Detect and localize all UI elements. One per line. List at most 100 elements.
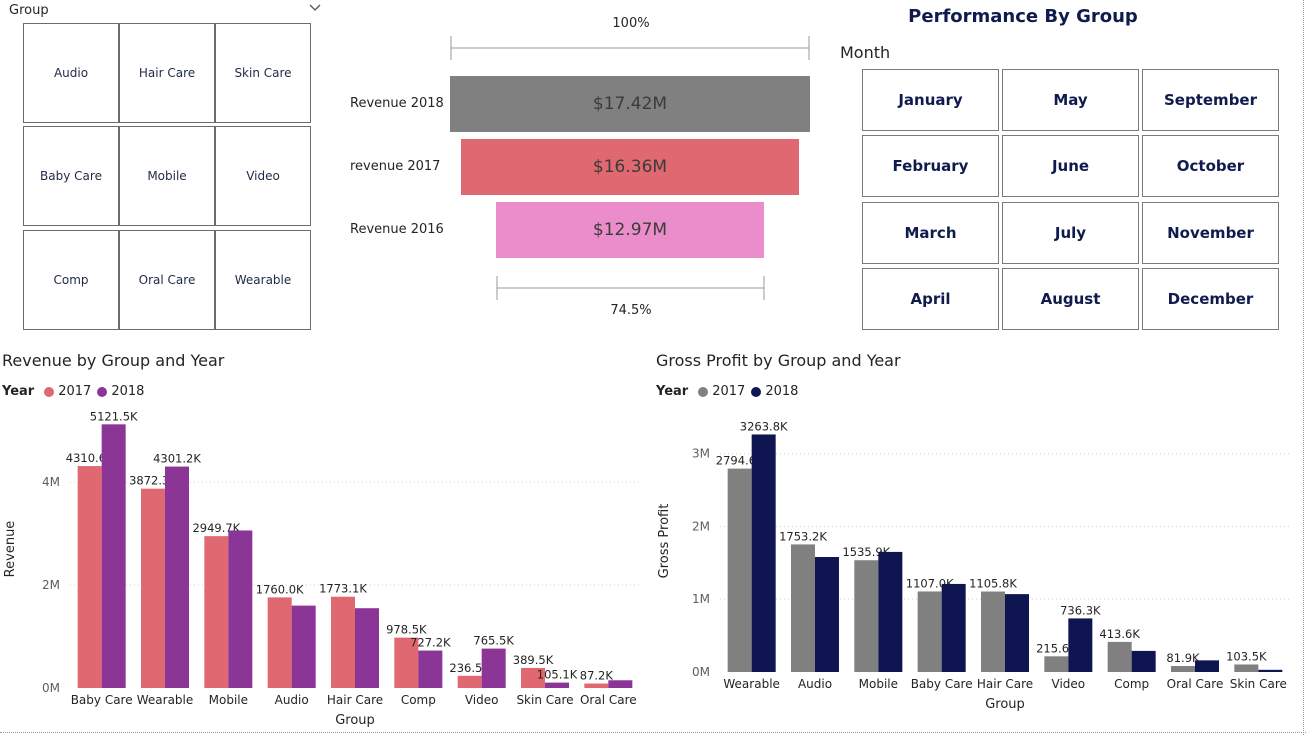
month-tile-february[interactable]: February bbox=[862, 135, 999, 197]
bar-2018-audio[interactable] bbox=[815, 557, 839, 672]
bar-2018-wearable[interactable] bbox=[751, 434, 776, 672]
performance-title: Performance By Group bbox=[908, 6, 1138, 27]
legend-title: Year bbox=[2, 384, 35, 399]
gross-profit-legend: Year 2017 2018 bbox=[656, 384, 798, 399]
x-tick-label: Mobile bbox=[209, 693, 248, 707]
bar-2017-oral-care[interactable] bbox=[1171, 666, 1195, 672]
bar-2018-audio[interactable] bbox=[291, 605, 316, 688]
data-label: 1773.1K bbox=[319, 582, 367, 596]
data-label: 1760.0K bbox=[256, 582, 304, 596]
x-tick-label: Mobile bbox=[859, 677, 898, 691]
data-label: 1105.8K bbox=[969, 577, 1017, 591]
group-tile-video[interactable]: Video bbox=[215, 126, 311, 226]
legend-swatch-2018 bbox=[751, 386, 762, 397]
bar-2017-oral-care[interactable] bbox=[584, 683, 609, 688]
x-tick-label: Wearable bbox=[137, 693, 194, 707]
x-tick-label: Audio bbox=[275, 693, 309, 707]
month-tile-december[interactable]: December bbox=[1142, 268, 1279, 330]
bar-2018-mobile[interactable] bbox=[878, 551, 903, 672]
bar-2017-baby-care[interactable] bbox=[77, 466, 102, 688]
x-tick-label: Skin Care bbox=[1230, 677, 1287, 691]
group-tile-hair-care[interactable]: Hair Care bbox=[119, 23, 215, 123]
bar-2018-oral-care[interactable] bbox=[608, 680, 633, 688]
month-tile-july[interactable]: July bbox=[1002, 202, 1139, 264]
x-tick-label: Baby Care bbox=[71, 693, 133, 707]
bar-2017-wearable[interactable] bbox=[141, 488, 165, 688]
data-label: 736.3K bbox=[1060, 603, 1101, 617]
data-label: 727.2K bbox=[410, 636, 451, 650]
group-tile-audio[interactable]: Audio bbox=[23, 23, 119, 123]
chevron-down-icon[interactable] bbox=[308, 1, 322, 15]
bar-2017-comp[interactable] bbox=[394, 637, 419, 688]
bar-2017-audio[interactable] bbox=[267, 597, 292, 688]
bar-2017-baby-care[interactable] bbox=[917, 591, 942, 672]
x-tick-label: Hair Care bbox=[327, 693, 383, 707]
funnel-label-1: revenue 2017 bbox=[350, 159, 441, 174]
month-tile-may[interactable]: May bbox=[1002, 69, 1139, 131]
bar-2018-wearable[interactable] bbox=[165, 466, 189, 688]
bar-2018-mobile[interactable] bbox=[228, 530, 253, 688]
bar-2018-video[interactable] bbox=[481, 648, 506, 688]
funnel-bottom-bracket bbox=[496, 274, 766, 302]
bar-2017-video[interactable] bbox=[1044, 656, 1069, 672]
bar-2017-hair-care[interactable] bbox=[981, 591, 1005, 672]
bar-2017-wearable[interactable] bbox=[727, 468, 752, 672]
group-tile-skin-care[interactable]: Skin Care bbox=[215, 23, 311, 123]
data-label: 1753.2K bbox=[779, 529, 827, 543]
bar-2018-skin-care[interactable] bbox=[545, 682, 569, 688]
funnel-bar-2[interactable]: $12.97M bbox=[495, 202, 764, 258]
y-tick-label: 3M bbox=[692, 447, 710, 461]
group-tile-comp[interactable]: Comp bbox=[23, 230, 119, 330]
bar-2018-oral-care[interactable] bbox=[1195, 660, 1219, 672]
bar-2017-hair-care[interactable] bbox=[331, 596, 355, 688]
y-axis-title: Revenue bbox=[3, 521, 18, 578]
group-tile-wearable[interactable]: Wearable bbox=[215, 230, 311, 330]
bar-2018-hair-care[interactable] bbox=[355, 608, 379, 688]
month-tile-october[interactable]: October bbox=[1142, 135, 1279, 197]
month-tile-november[interactable]: November bbox=[1142, 202, 1279, 264]
y-tick-label: 0M bbox=[42, 681, 60, 695]
bar-2018-comp[interactable] bbox=[418, 650, 443, 688]
page-border-bottom bbox=[0, 732, 1306, 733]
bar-2017-skin-care[interactable] bbox=[1234, 664, 1259, 672]
funnel-label-0: Revenue 2018 bbox=[350, 96, 444, 111]
month-tile-january[interactable]: January bbox=[862, 69, 999, 131]
legend-label-2018: 2018 bbox=[765, 384, 799, 399]
month-tile-september[interactable]: September bbox=[1142, 69, 1279, 131]
data-label: 215.6K bbox=[1036, 641, 1077, 655]
group-tile-oral-care[interactable]: Oral Care bbox=[119, 230, 215, 330]
bar-2018-baby-care[interactable] bbox=[941, 583, 966, 672]
legend-swatch-2017 bbox=[698, 386, 709, 397]
bar-2017-skin-care[interactable] bbox=[521, 667, 545, 688]
funnel-top-percent: 100% bbox=[612, 16, 650, 31]
data-label: 87.2K bbox=[580, 669, 614, 683]
month-tile-august[interactable]: August bbox=[1002, 268, 1139, 330]
month-tile-april[interactable]: April bbox=[862, 268, 999, 330]
bar-2017-audio[interactable] bbox=[791, 544, 815, 672]
y-tick-label: 2M bbox=[692, 519, 710, 533]
legend-title: Year bbox=[656, 384, 689, 399]
x-tick-label: Oral Care bbox=[580, 693, 637, 707]
month-tile-march[interactable]: March bbox=[862, 202, 999, 264]
bar-2018-baby-care[interactable] bbox=[101, 424, 126, 688]
bar-2018-skin-care[interactable] bbox=[1258, 669, 1283, 672]
data-label: 389.5K bbox=[513, 653, 554, 667]
group-slicer-title: Group bbox=[9, 3, 49, 18]
bar-2017-comp[interactable] bbox=[1107, 641, 1132, 672]
data-label: 103.5K bbox=[1226, 649, 1267, 663]
bar-2018-hair-care[interactable] bbox=[1005, 594, 1029, 672]
bar-2017-mobile[interactable] bbox=[854, 560, 879, 672]
bar-2018-comp[interactable] bbox=[1131, 650, 1156, 672]
legend-label-2018: 2018 bbox=[111, 384, 145, 399]
month-slicer-title: Month bbox=[840, 43, 891, 62]
bar-2017-mobile[interactable] bbox=[204, 536, 229, 688]
y-axis-title: Gross Profit bbox=[657, 504, 672, 579]
funnel-bar-1[interactable]: $16.36M bbox=[460, 139, 800, 195]
bar-2017-video[interactable] bbox=[457, 675, 482, 688]
group-tile-mobile[interactable]: Mobile bbox=[119, 126, 215, 226]
bar-2018-video[interactable] bbox=[1068, 618, 1093, 672]
funnel-bar-0[interactable]: $17.42M bbox=[450, 76, 810, 132]
month-tile-june[interactable]: June bbox=[1002, 135, 1139, 197]
group-tile-baby-care[interactable]: Baby Care bbox=[23, 126, 119, 226]
